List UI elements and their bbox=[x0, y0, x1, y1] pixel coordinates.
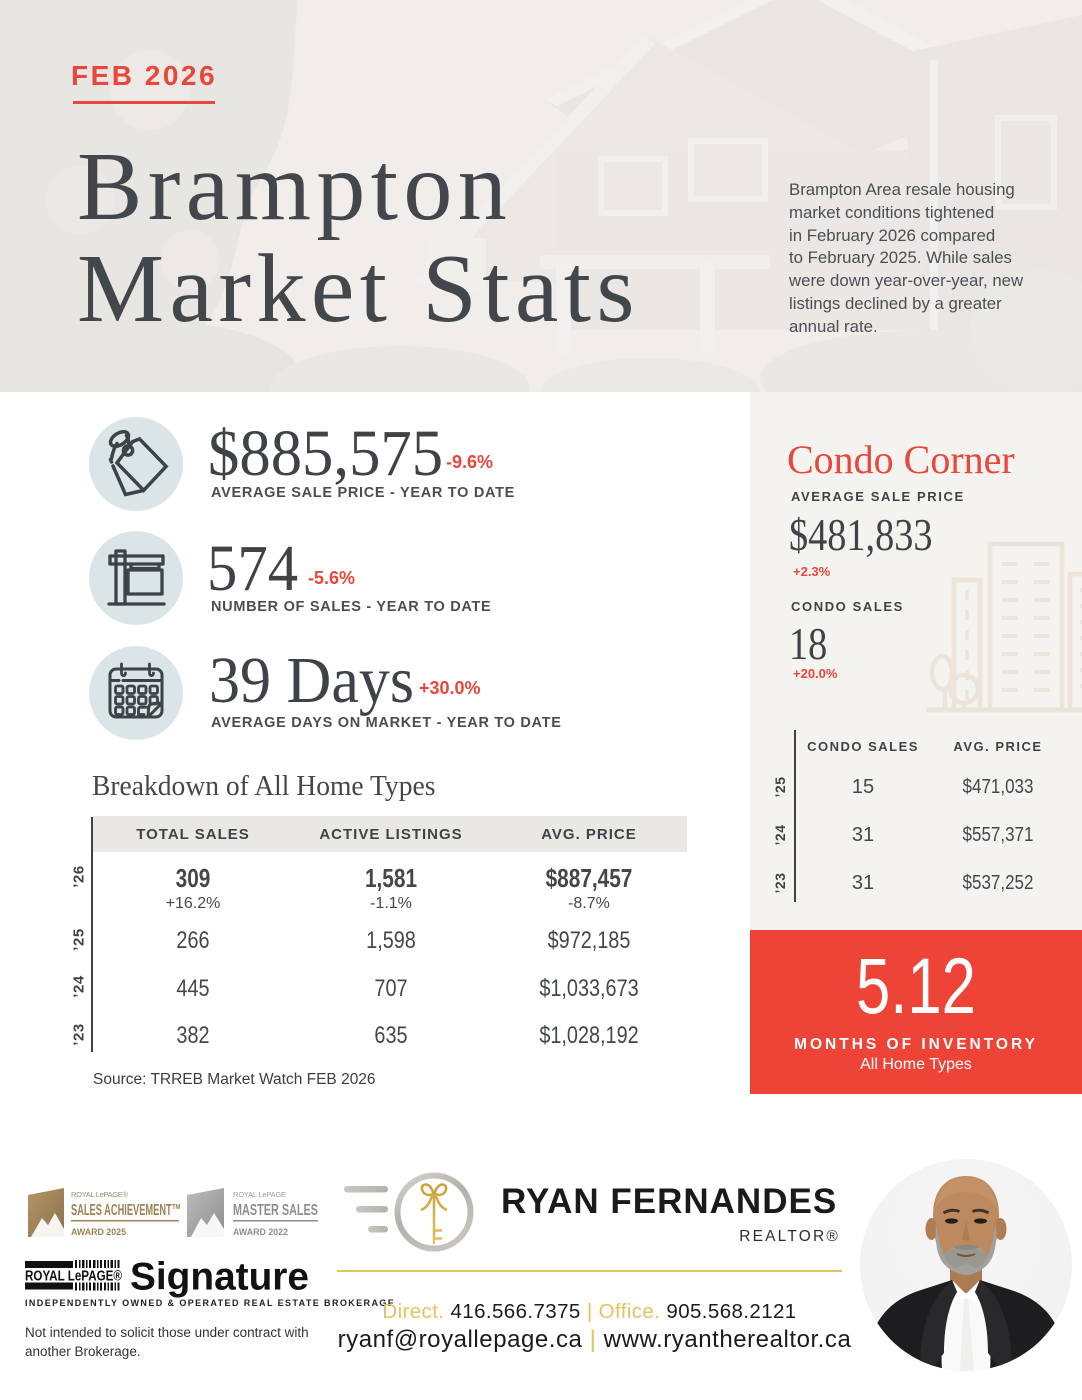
svg-text:Signature: Signature bbox=[130, 1259, 309, 1299]
svg-text:SALES ACHIEVEMENT™: SALES ACHIEVEMENT™ bbox=[71, 1202, 181, 1219]
svg-text:ROYAL LePAGE: ROYAL LePAGE bbox=[233, 1190, 286, 1199]
svg-text:ROYAL LePAGE®: ROYAL LePAGE® bbox=[25, 1269, 122, 1285]
svg-text:AWARD 2025: AWARD 2025 bbox=[71, 1227, 126, 1237]
svg-text:AWARD 2022: AWARD 2022 bbox=[233, 1227, 288, 1237]
svg-text:MASTER SALES: MASTER SALES bbox=[233, 1202, 318, 1219]
svg-text:ROYAL LePAGE®: ROYAL LePAGE® bbox=[71, 1190, 128, 1199]
